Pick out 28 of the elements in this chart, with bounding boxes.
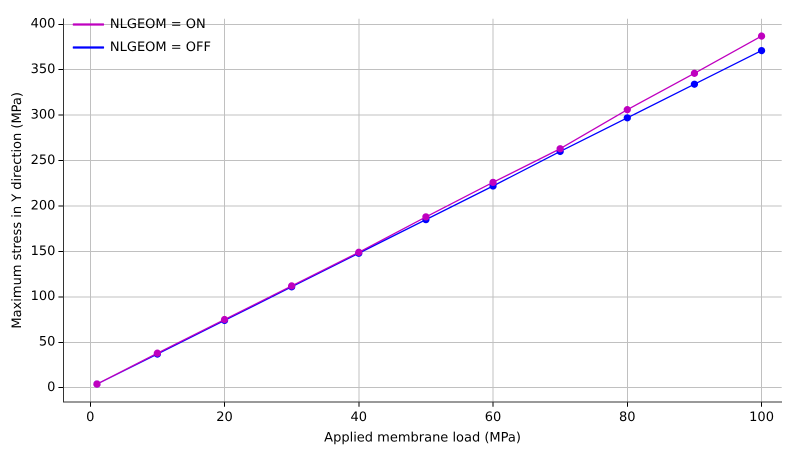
y-axis-title: Maximum stress in Y direction (MPa) xyxy=(10,92,26,329)
y-tick-label: 250 xyxy=(30,152,56,168)
x-tick-label: 60 xyxy=(484,410,502,425)
point xyxy=(690,80,698,88)
point xyxy=(758,32,766,40)
y-tick-label: 0 xyxy=(47,380,56,396)
x-tick-label: 0 xyxy=(86,410,94,425)
x-tick-label: 80 xyxy=(619,410,636,425)
y-tick-label: 50 xyxy=(38,334,56,350)
y-tick-label: 200 xyxy=(30,198,56,214)
x-axis-title: Applied membrane load (MPa) xyxy=(324,430,521,446)
y-tick-label: 150 xyxy=(30,244,56,259)
point xyxy=(489,178,497,186)
y-tick-label: 400 xyxy=(30,16,56,32)
legend-label: NLGEOM = ON xyxy=(110,16,206,32)
point xyxy=(556,145,564,152)
x-tick-label: 20 xyxy=(216,410,233,425)
point xyxy=(690,70,698,77)
point xyxy=(624,106,631,114)
point xyxy=(624,114,631,122)
y-tick-label: 300 xyxy=(30,107,56,122)
point xyxy=(422,213,430,221)
x-tick-label: 100 xyxy=(749,410,774,425)
point xyxy=(758,46,766,54)
y-tick-label: 100 xyxy=(30,289,56,304)
y-tick-label: 350 xyxy=(30,62,56,78)
legend-label: NLGEOM = OFF xyxy=(110,40,211,55)
x-tick-label: 40 xyxy=(350,410,368,425)
